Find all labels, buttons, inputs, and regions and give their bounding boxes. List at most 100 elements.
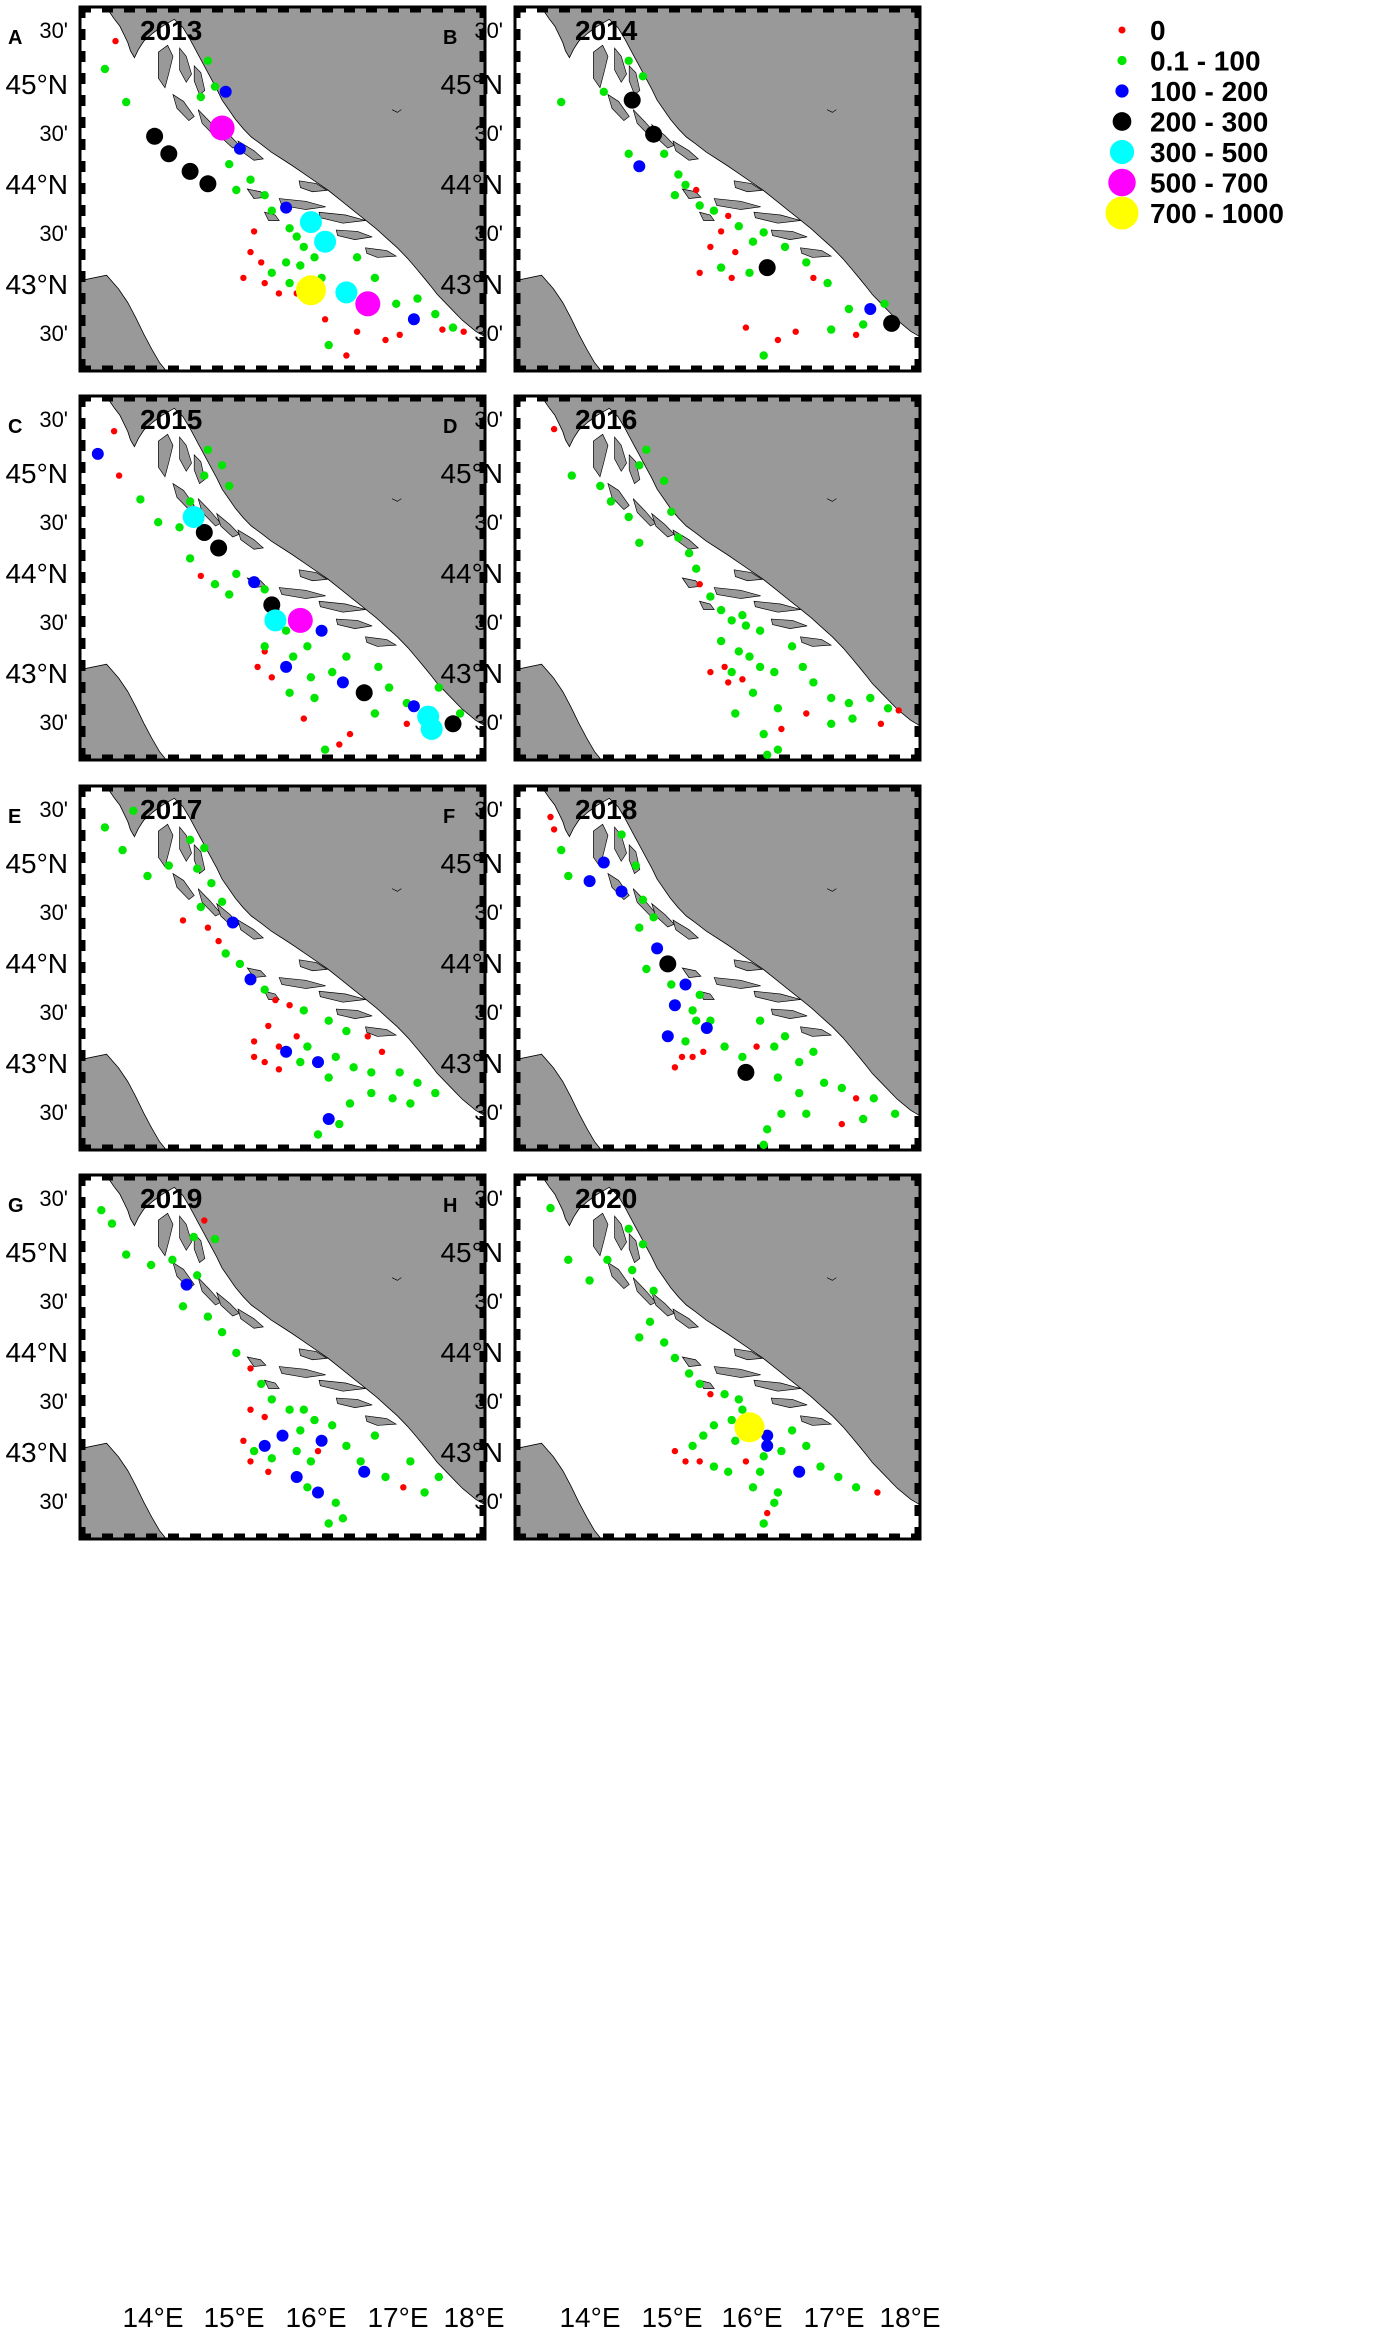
station-point: [741, 621, 751, 630]
station-point: [315, 1434, 328, 1447]
station-point: [118, 845, 127, 855]
y-tick-label: 30': [39, 121, 68, 146]
station-point: [275, 290, 283, 297]
map-frame: [78, 784, 487, 1152]
station-point: [700, 1048, 707, 1056]
station-point: [759, 729, 768, 739]
station-point: [624, 56, 633, 65]
station-point: [219, 85, 232, 98]
station-point: [696, 1458, 703, 1465]
station-point: [667, 507, 676, 516]
station-point: [803, 710, 810, 717]
station-point: [413, 1078, 422, 1088]
station-point: [787, 642, 797, 651]
station-point: [122, 97, 131, 107]
y-tick-label: 30': [39, 710, 68, 735]
station-point: [268, 674, 275, 681]
station-point: [129, 806, 138, 815]
panel-letter: D: [443, 416, 457, 438]
station-point: [240, 1437, 247, 1445]
station-point: [738, 1405, 747, 1414]
station-point: [210, 1234, 220, 1244]
legend-label: 0.1 - 100: [1150, 46, 1261, 77]
map-panel-h: H 2020 30' 45°N 30' 44°N 30' 43°N 30': [440, 1173, 922, 1541]
station-point: [203, 56, 213, 65]
station-point: [852, 331, 860, 338]
station-point: [400, 1484, 407, 1491]
x-tick-label: 18°E: [443, 2302, 504, 2333]
station-point: [716, 636, 726, 646]
y-tick-label: 30': [39, 797, 68, 822]
basemap: [515, 7, 920, 371]
y-tick-label: 30': [474, 710, 503, 735]
x-tick-label: 15°E: [641, 2302, 702, 2333]
station-point: [761, 1439, 774, 1452]
station-point: [550, 826, 558, 833]
station-point: [217, 897, 227, 906]
legend-label: 200 - 300: [1150, 107, 1268, 138]
station-point: [819, 1078, 829, 1088]
station-point: [258, 259, 265, 266]
y-tick-label: 43°N: [5, 269, 68, 300]
station-point: [877, 720, 885, 727]
station-point: [217, 1328, 227, 1337]
station-point: [215, 937, 222, 945]
station-point: [250, 228, 258, 235]
map-panel-f: F 2018 30' 45°N 30' 44°N 30' 43°N 30': [440, 784, 922, 1152]
legend-marker: [1112, 112, 1132, 131]
station-point: [200, 843, 209, 853]
station-point: [615, 885, 628, 898]
station-point: [753, 1043, 760, 1050]
x-tick-label: 14°E: [559, 2302, 620, 2333]
station-point: [314, 1447, 322, 1455]
station-point: [880, 299, 889, 308]
station-point: [403, 720, 410, 727]
station-point: [706, 592, 715, 601]
station-point: [100, 64, 110, 74]
station-point: [689, 1053, 696, 1061]
station-point: [809, 678, 818, 687]
station-point: [263, 596, 281, 614]
station-point: [635, 923, 644, 932]
station-point: [314, 230, 337, 253]
station-point: [758, 259, 776, 277]
station-point: [795, 1088, 804, 1098]
station-point: [285, 224, 294, 233]
station-point: [759, 1140, 768, 1150]
map-frame: [78, 1173, 487, 1541]
station-point: [780, 1032, 790, 1041]
y-tick-label: 30': [474, 797, 503, 822]
station-point: [748, 688, 758, 697]
station-point: [370, 273, 380, 283]
station-point: [154, 518, 163, 527]
panel-year: 2015: [140, 404, 202, 435]
station-point: [434, 683, 443, 692]
station-point: [310, 253, 319, 262]
station-point: [260, 985, 269, 994]
station-point: [244, 973, 257, 986]
station-point: [197, 572, 204, 580]
station-point: [763, 1125, 772, 1134]
station-point: [695, 1379, 704, 1389]
station-point: [716, 605, 726, 615]
station-point: [731, 1436, 740, 1446]
station-point: [254, 663, 261, 671]
y-tick-label: 30': [474, 1100, 503, 1125]
station-point: [734, 1395, 743, 1404]
station-point: [413, 294, 422, 303]
station-point: [247, 1406, 254, 1413]
station-point: [182, 506, 205, 528]
station-point: [285, 1405, 294, 1414]
station-point: [185, 554, 195, 563]
station-point: [115, 472, 123, 479]
station-point: [823, 278, 832, 288]
station-point: [342, 1026, 351, 1036]
station-point: [631, 861, 640, 870]
y-tick-label: 30': [474, 1000, 503, 1025]
station-point: [324, 1016, 333, 1025]
map-frame: [513, 784, 922, 1152]
station-point: [303, 642, 312, 651]
station-point: [181, 162, 199, 180]
y-tick-label: 30': [39, 407, 68, 432]
station-point: [681, 180, 690, 190]
